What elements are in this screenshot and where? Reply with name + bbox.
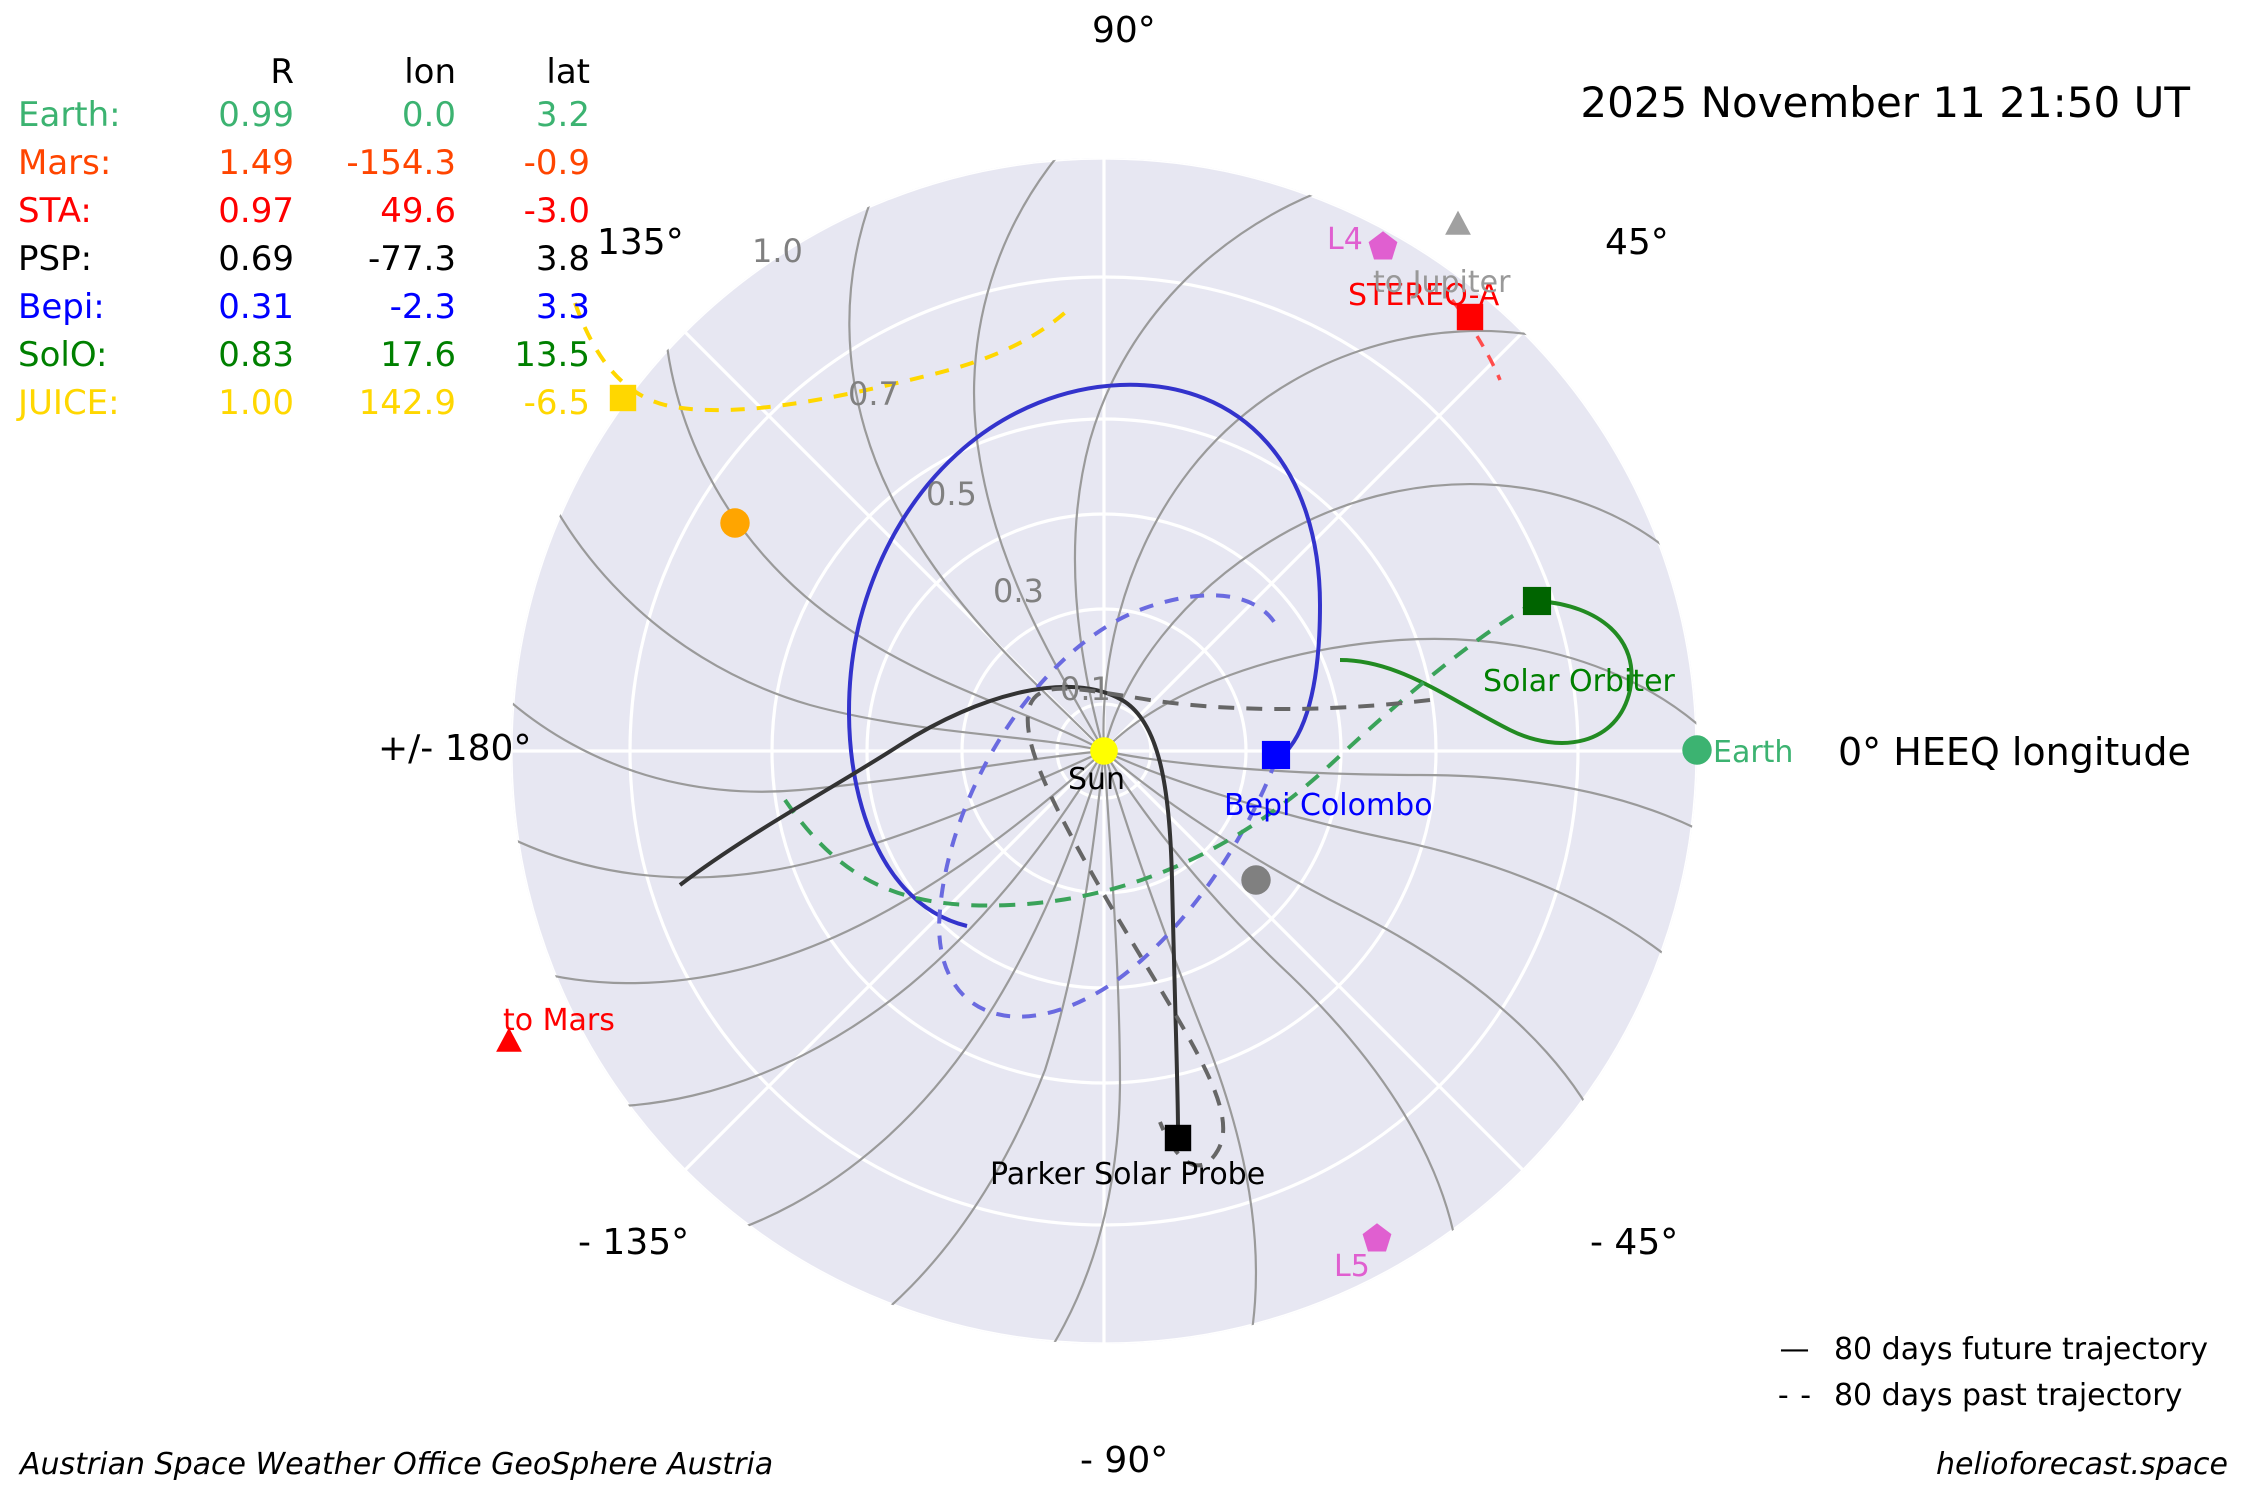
angle-label: - 135° bbox=[578, 1222, 690, 1263]
trajectory-psp-future bbox=[678, 684, 1180, 1131]
marker-to-mars[interactable] bbox=[495, 1026, 523, 1054]
trajectory-bepi-past bbox=[937, 593, 1278, 1019]
label-bepi-colombo: Bepi Colombo bbox=[1224, 788, 1433, 823]
angle-label: 45° bbox=[1605, 222, 1669, 263]
cell-r: 1.49 bbox=[218, 143, 294, 183]
cell-lon: -77.3 bbox=[368, 239, 456, 279]
table-row: PSP: 0.69 -77.3 3.8 bbox=[18, 235, 590, 283]
marker-parker-solar-probe[interactable] bbox=[1163, 1123, 1193, 1153]
trajectory-psp-past bbox=[1025, 686, 1431, 1168]
radial-tick-0.5: 0.5 bbox=[926, 475, 977, 513]
angle-label: - 90° bbox=[1080, 1440, 1169, 1481]
cell-name: STA: bbox=[18, 191, 92, 231]
angle-label: 90° bbox=[1092, 10, 1156, 51]
header-lat: lat bbox=[546, 52, 590, 92]
grid-group bbox=[511, 158, 1697, 1344]
trajectory-legend: — 80 days future trajectory - - 80 days … bbox=[1768, 1326, 2208, 1418]
cell-lon: 17.6 bbox=[380, 335, 456, 375]
table-row: JUICE: 1.00 142.9 -6.5 bbox=[18, 379, 590, 427]
table-row: Mars: 1.49 -154.3 -0.9 bbox=[18, 139, 590, 187]
marker-to-jupiter[interactable] bbox=[1444, 209, 1472, 237]
cell-r: 1.00 bbox=[218, 383, 294, 423]
radial-tick-0.7: 0.7 bbox=[848, 375, 899, 413]
cell-name: SolO: bbox=[18, 335, 108, 375]
label-earth: Earth bbox=[1713, 735, 1794, 770]
date-title: 2025 November 11 21:50 UT bbox=[1580, 78, 2190, 127]
cell-lon: 0.0 bbox=[401, 95, 456, 135]
footer-website[interactable]: helioforecast.space bbox=[1935, 1447, 2228, 1482]
header-name bbox=[18, 48, 166, 91]
dashed-line-icon: - - bbox=[1777, 1377, 1813, 1413]
marker-bepi-colombo[interactable] bbox=[1260, 739, 1292, 771]
cell-name: Mars: bbox=[18, 143, 112, 183]
angle-label: 135° bbox=[597, 222, 684, 263]
cell-lat: 3.2 bbox=[535, 95, 590, 135]
trajectory-bepi-future bbox=[847, 382, 1323, 928]
cell-r: 0.97 bbox=[218, 191, 294, 231]
label-to-jupiter: to Jupiter bbox=[1373, 265, 1511, 300]
cell-lat: 3.3 bbox=[535, 287, 590, 327]
table-row: STA: 0.97 49.6 -3.0 bbox=[18, 187, 590, 235]
cell-r: 0.99 bbox=[218, 95, 294, 135]
cell-lon: 49.6 bbox=[380, 191, 456, 231]
position-table-body: Earth: 0.99 0.0 3.2 Mars: 1.49 -154.3 -0.9 STA: 0… bbox=[18, 91, 590, 427]
label-parker-solar-probe: Parker Solar Probe bbox=[990, 1157, 1266, 1192]
label-stereo-a: STEREO-A bbox=[1348, 278, 1500, 313]
table-row: Earth: 0.99 0.0 3.2 bbox=[18, 91, 590, 139]
cell-name: JUICE: bbox=[18, 383, 120, 423]
radial-tick-1.0: 1.0 bbox=[752, 232, 803, 270]
legend-row-past: - - 80 days past trajectory bbox=[1768, 1372, 2208, 1418]
cell-r: 0.83 bbox=[218, 335, 294, 375]
cell-r: 0.31 bbox=[218, 287, 294, 327]
header-r: R bbox=[270, 52, 294, 92]
cell-name: Earth: bbox=[18, 95, 121, 135]
position-table-head: R lon lat bbox=[18, 48, 590, 91]
footer-organization: Austrian Space Weather Office GeoSphere … bbox=[20, 1447, 774, 1482]
legend-label-past: 80 days past trajectory bbox=[1833, 1377, 2183, 1413]
cell-lat: -3.0 bbox=[523, 191, 590, 231]
position-table-grid: R lon lat Earth: 0.99 0.0 3.2 Mars: 1.49 -154.… bbox=[18, 48, 590, 427]
angle-label: +/- 180° bbox=[378, 728, 532, 769]
marker-l5[interactable] bbox=[1361, 1222, 1393, 1254]
marker-mercury[interactable] bbox=[1240, 864, 1272, 896]
label-sun: Sun bbox=[1068, 762, 1126, 797]
solid-line-icon: — bbox=[1779, 1331, 1811, 1367]
radial-tick-0.1: 0.1 bbox=[1060, 670, 1111, 708]
header-lon: lon bbox=[404, 52, 456, 92]
cell-r: 0.69 bbox=[218, 239, 294, 279]
cell-lat: 3.8 bbox=[535, 239, 590, 279]
cell-lon: 142.9 bbox=[358, 383, 456, 423]
marker-l4[interactable] bbox=[1367, 230, 1399, 262]
heeq-longitude-label: 0° HEEQ longitude bbox=[1838, 730, 2191, 774]
marker-mars[interactable] bbox=[719, 507, 751, 539]
label-solar-orbiter: Solar Orbiter bbox=[1483, 664, 1675, 699]
label-to-mars: to Mars bbox=[503, 1003, 615, 1038]
marker-earth[interactable] bbox=[1681, 734, 1713, 766]
cell-lat: -6.5 bbox=[523, 383, 590, 423]
marker-sun[interactable] bbox=[1089, 736, 1119, 766]
table-row: SolO: 0.83 17.6 13.5 bbox=[18, 331, 590, 379]
cell-lat: -0.9 bbox=[523, 143, 590, 183]
table-row: Bepi: 0.31 -2.3 3.3 bbox=[18, 283, 590, 331]
cell-name: PSP: bbox=[18, 239, 93, 279]
marker-solar-orbiter[interactable] bbox=[1521, 585, 1553, 617]
legend-label-future: 80 days future trajectory bbox=[1833, 1331, 2208, 1367]
label-l5: L5 bbox=[1334, 1249, 1370, 1284]
table-header-row: R lon lat bbox=[18, 48, 590, 91]
cell-lon: -154.3 bbox=[346, 143, 456, 183]
marker-stereo-a[interactable] bbox=[1455, 302, 1485, 332]
angle-label: - 45° bbox=[1590, 1222, 1679, 1263]
position-table: R lon lat Earth: 0.99 0.0 3.2 Mars: 1.49 -154.… bbox=[18, 48, 590, 427]
trajectory-juice-past bbox=[573, 302, 1070, 413]
cell-name: Bepi: bbox=[18, 287, 105, 327]
cell-lon: -2.3 bbox=[389, 287, 456, 327]
radial-tick-0.3: 0.3 bbox=[993, 572, 1044, 610]
marker-juice[interactable] bbox=[608, 383, 638, 413]
cell-lat: 13.5 bbox=[514, 335, 590, 375]
legend-row-future: — 80 days future trajectory bbox=[1768, 1326, 2208, 1372]
label-l4: L4 bbox=[1327, 222, 1363, 257]
